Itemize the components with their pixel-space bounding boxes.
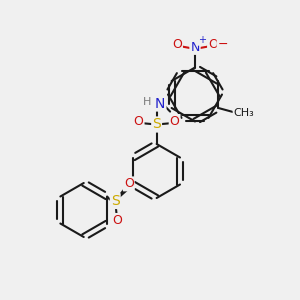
Text: CH₃: CH₃: [233, 107, 254, 118]
Text: O: O: [208, 38, 218, 51]
Text: S: S: [152, 118, 161, 131]
Text: +: +: [198, 35, 206, 45]
Text: N: N: [155, 97, 165, 110]
Text: −: −: [218, 38, 228, 51]
Text: O: O: [170, 115, 180, 128]
Text: N: N: [190, 41, 200, 54]
Text: O: O: [134, 115, 144, 128]
Text: S: S: [111, 194, 120, 208]
Text: O: O: [112, 214, 122, 227]
Text: O: O: [124, 177, 134, 190]
Text: O: O: [172, 38, 182, 51]
Text: H: H: [143, 97, 151, 107]
